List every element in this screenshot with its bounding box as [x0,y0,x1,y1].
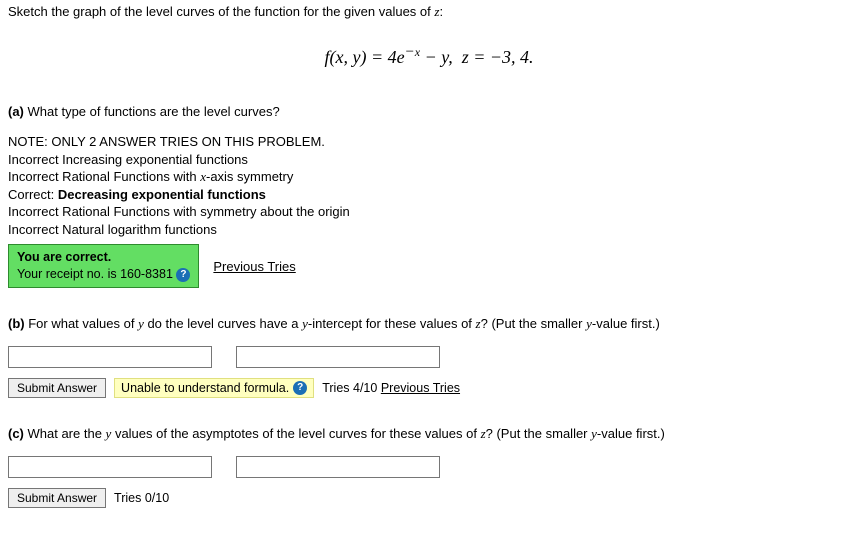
part-c-label: (c) [8,426,24,441]
receipt-number: 160-8381 [120,267,173,281]
part-b-inputs [8,346,850,368]
part-a-opt3: Correct: Decreasing exponential function… [8,186,850,204]
help-icon[interactable]: ? [293,381,307,395]
previous-tries-link-b[interactable]: Previous Tries [381,381,460,395]
part-a-opt4: Incorrect Rational Functions with symmet… [8,203,850,221]
part-c-submit-row: Submit Answer Tries 0/10 [8,488,850,508]
part-a-question: (a) What type of functions are the level… [8,104,850,119]
submit-button-c[interactable]: Submit Answer [8,488,106,508]
part-c-input-1[interactable] [8,456,212,478]
part-b-input-2[interactable] [236,346,440,368]
previous-tries-link-a[interactable]: Previous Tries [213,259,295,274]
part-a-opt2: Incorrect Rational Functions with x-axis… [8,168,850,186]
part-a-note: NOTE: ONLY 2 ANSWER TRIES ON THIS PROBLE… [8,133,850,151]
part-c-inputs [8,456,850,478]
intro-text: Sketch the graph of the level curves of … [8,4,850,20]
intro-pre: Sketch the graph of the level curves of … [8,4,434,19]
part-a-qtext: What type of functions are the level cur… [24,104,280,119]
warning-text: Unable to understand formula. [121,381,289,395]
part-a-opt1: Incorrect Increasing exponential functio… [8,151,850,169]
part-b-input-1[interactable] [8,346,212,368]
help-icon[interactable]: ? [176,268,190,282]
part-a-opt5: Incorrect Natural logarithm functions [8,221,850,239]
part-b-submit-row: Submit Answer Unable to understand formu… [8,378,850,398]
part-c-input-2[interactable] [236,456,440,478]
feedback-line1: You are correct. [17,250,111,264]
tries-b: Tries 4/10 Previous Tries [322,381,460,395]
formula: f(x, y) = 4e−x − y, z = −3, 4. [8,44,850,68]
correct-feedback-box: You are correct. Your receipt no. is 160… [8,244,199,288]
part-a-feedback-row: You are correct. Your receipt no. is 160… [8,244,850,288]
part-c-question: (c) What are the y values of the asympto… [8,426,850,442]
part-b-label: (b) [8,316,25,331]
warning-box: Unable to understand formula. ? [114,378,314,398]
part-a-label: (a) [8,104,24,119]
intro-colon: : [439,4,443,19]
part-a-options: NOTE: ONLY 2 ANSWER TRIES ON THIS PROBLE… [8,133,850,238]
feedback-line2-pre: Your receipt no. is [17,267,120,281]
part-b-question: (b) For what values of y do the level cu… [8,316,850,332]
tries-c: Tries 0/10 [114,491,169,505]
submit-button-b[interactable]: Submit Answer [8,378,106,398]
